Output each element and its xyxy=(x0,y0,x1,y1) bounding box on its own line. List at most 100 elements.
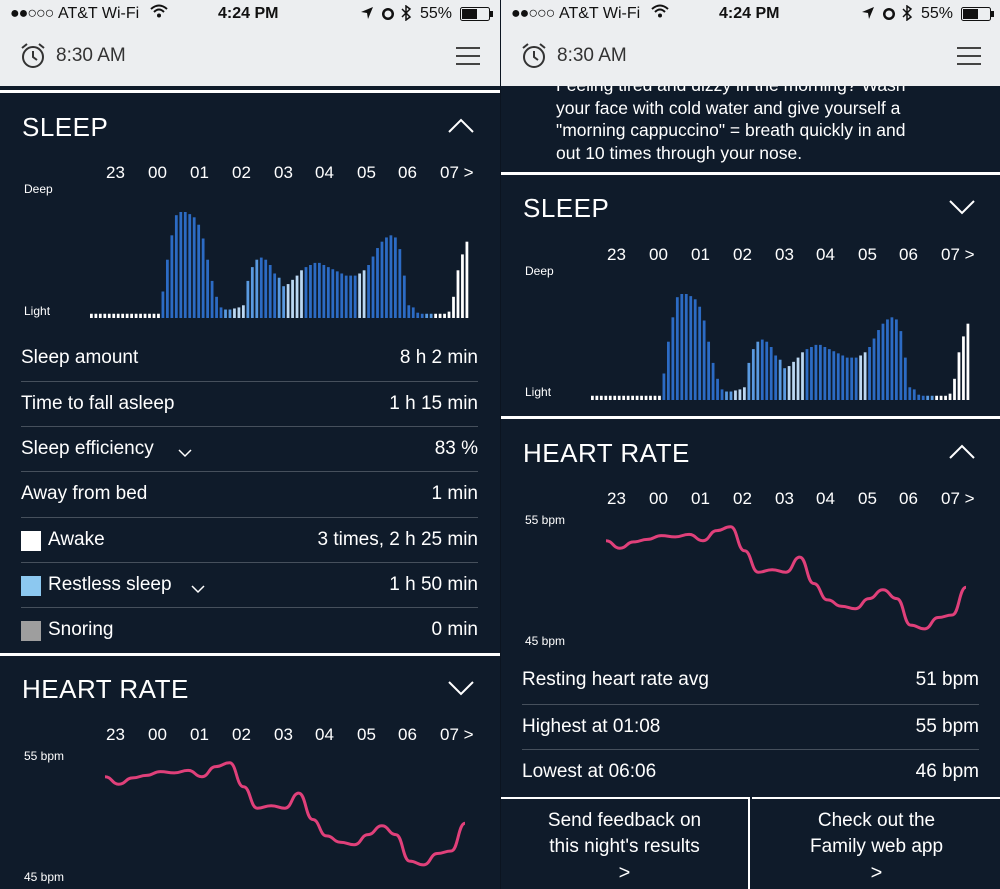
hour-tick: 06 xyxy=(899,245,918,264)
hour-tick: 04 xyxy=(315,725,334,744)
scroll-content[interactable]: SLEEP 23 00 01 02 03 04 05 06 07 > Deep … xyxy=(0,86,500,889)
sleep-bar xyxy=(389,235,393,318)
chevron-down-icon[interactable] xyxy=(178,445,192,463)
chevron-up-icon[interactable] xyxy=(947,442,977,462)
sleep-bar xyxy=(125,313,129,318)
stat-row-away: Away from bed 1 min xyxy=(21,471,478,517)
sleep-bar xyxy=(680,294,684,400)
sleep-bar xyxy=(903,357,907,400)
sleep-bar xyxy=(434,313,438,318)
chevron-down-icon[interactable] xyxy=(446,678,476,698)
sleep-bar xyxy=(827,349,831,400)
section-divider xyxy=(501,416,1000,419)
sleep-bar xyxy=(416,312,420,318)
sleep-bar xyxy=(152,313,156,318)
stat-value: 51 bpm xyxy=(915,669,979,690)
stat-label: Sleep amount xyxy=(21,347,139,368)
button-label: Check out the xyxy=(817,810,936,831)
sleep-bar xyxy=(259,257,263,318)
carrier-label: AT&T Wi-Fi xyxy=(58,5,140,22)
family-web-app-button[interactable]: Check out the Family web app > xyxy=(752,797,1000,889)
hamburger-menu-icon[interactable] xyxy=(957,47,981,71)
sleep-bar xyxy=(841,355,845,400)
sleep-bar xyxy=(322,265,326,318)
hour-tick: 01 xyxy=(190,163,209,182)
hour-tick: 23 xyxy=(106,163,125,182)
awake-swatch xyxy=(21,531,41,551)
sleep-bar xyxy=(921,395,925,400)
sleep-section-title: SLEEP xyxy=(22,112,109,142)
sleep-bar xyxy=(420,313,424,318)
status-time: 4:24 PM xyxy=(218,5,279,22)
left-screen: ●●○○○ AT&T Wi-Fi 4:24 PM 55% 8:30 AM SLE… xyxy=(0,0,500,889)
stat-value: 83 % xyxy=(434,438,478,459)
alarm-time[interactable]: 8:30 AM xyxy=(557,45,627,66)
alarm-time[interactable]: 8:30 AM xyxy=(56,45,126,66)
hour-tick: 05 xyxy=(357,163,376,182)
sleep-bar xyxy=(765,341,769,400)
sleep-bar xyxy=(376,248,379,318)
sleep-bar xyxy=(881,323,885,400)
sleep-bar xyxy=(411,307,415,318)
alarm-clock-icon[interactable] xyxy=(20,42,46,75)
heart-rate-line xyxy=(105,761,466,867)
sleep-bar xyxy=(116,313,120,318)
section-divider xyxy=(0,90,500,93)
hour-tick: 00 xyxy=(649,489,668,508)
stat-value: 46 bpm xyxy=(915,761,979,782)
sleep-bar xyxy=(832,351,836,400)
sleep-bar xyxy=(877,330,880,400)
chevron-down-icon[interactable] xyxy=(191,581,205,599)
sleep-bar xyxy=(725,391,728,400)
sleep-chart xyxy=(90,212,469,318)
sleep-bar xyxy=(425,313,429,318)
sleep-bar xyxy=(868,347,871,400)
sleep-bar xyxy=(295,275,299,318)
sleep-section-title: SLEEP xyxy=(523,193,610,223)
send-feedback-button[interactable]: Send feedback on this night's results > xyxy=(501,797,750,889)
chevron-down-icon[interactable] xyxy=(947,197,977,217)
hour-tick: 03 xyxy=(274,725,293,744)
sleep-bar xyxy=(783,368,787,400)
sleep-bar xyxy=(863,352,867,400)
sleep-bar xyxy=(331,269,335,318)
sleep-bar xyxy=(107,313,111,318)
sleep-bar xyxy=(845,357,849,400)
hour-tick: 03 xyxy=(775,245,794,264)
sleep-bar xyxy=(206,259,210,318)
sleep-bar xyxy=(899,331,903,400)
sleep-bar xyxy=(649,395,652,400)
hour-tick: 06 xyxy=(398,163,417,182)
chevron-right-icon: > xyxy=(870,862,883,884)
stat-label: Snoring xyxy=(48,619,114,640)
sleep-bar xyxy=(268,265,272,318)
chevron-up-icon[interactable] xyxy=(446,116,476,136)
heart-hours-axis: 23 00 01 02 03 04 05 06 07 > xyxy=(96,725,486,745)
sleep-bar xyxy=(640,395,643,400)
sleep-bar xyxy=(353,275,357,318)
stat-row-resting: Resting heart rate avg 51 bpm xyxy=(522,658,979,703)
stat-row-restless[interactable]: Restless sleep 1 h 50 min xyxy=(21,562,478,608)
sleep-bar xyxy=(362,270,366,318)
sleep-bar xyxy=(326,267,330,318)
sleep-bar xyxy=(215,296,218,318)
stat-value: 1 h 15 min xyxy=(389,393,478,414)
sleep-bar xyxy=(210,280,214,318)
sleep-bar xyxy=(447,311,451,318)
sleep-bar xyxy=(112,313,116,318)
bpm-bottom-label: 45 bpm xyxy=(525,634,566,648)
stat-row-sleep-amount: Sleep amount 8 h 2 min xyxy=(21,336,478,381)
sleep-bar xyxy=(304,267,308,318)
hour-tick: 07 > xyxy=(440,163,474,182)
sleep-bar xyxy=(926,395,930,400)
scroll-content[interactable]: Feeling tired and dizzy in the morning? … xyxy=(501,75,1000,889)
sleep-bar xyxy=(201,238,205,318)
sleep-bar xyxy=(291,279,294,318)
stat-row-efficiency[interactable]: Sleep efficiency 83 % xyxy=(21,426,478,472)
sleep-bar xyxy=(300,270,303,318)
hamburger-menu-icon[interactable] xyxy=(456,47,480,71)
heart-section-title: HEART RATE xyxy=(523,438,690,468)
sleep-bar xyxy=(349,275,353,318)
sleep-bar xyxy=(398,249,402,318)
alarm-clock-icon[interactable] xyxy=(521,42,547,75)
